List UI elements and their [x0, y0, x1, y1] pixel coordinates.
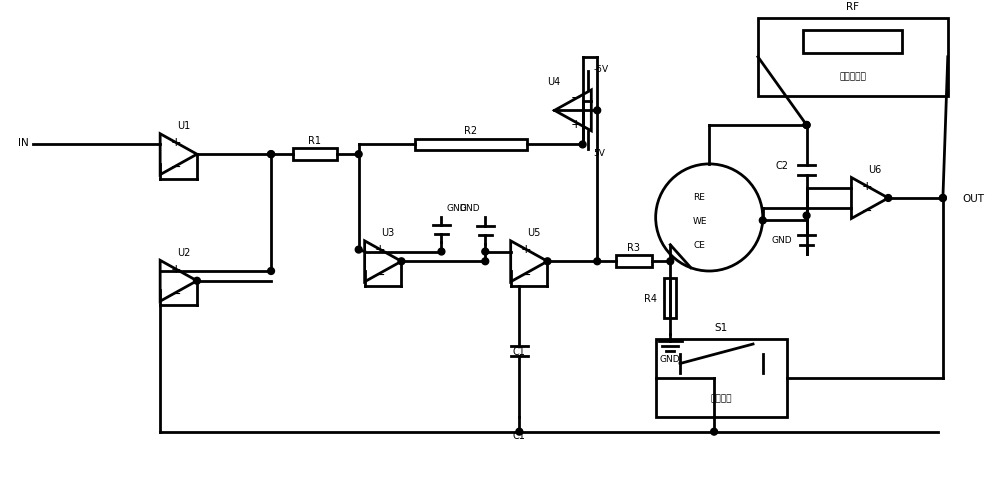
Circle shape — [355, 246, 362, 253]
Bar — [758, 19, 948, 97]
Text: IN: IN — [18, 138, 29, 148]
Text: −: − — [170, 287, 181, 300]
Text: +: + — [571, 117, 581, 130]
Circle shape — [438, 248, 445, 255]
Text: C1: C1 — [513, 346, 526, 357]
Circle shape — [803, 213, 810, 220]
Circle shape — [268, 151, 274, 158]
Circle shape — [803, 122, 810, 129]
Text: U6: U6 — [868, 164, 881, 174]
Text: −: − — [862, 205, 872, 218]
Text: −: − — [571, 92, 581, 105]
Circle shape — [355, 151, 362, 158]
Circle shape — [482, 248, 489, 255]
Text: C2: C2 — [776, 161, 789, 171]
Text: −: − — [521, 268, 531, 281]
Text: 数字电位计: 数字电位计 — [839, 73, 866, 81]
Text: +: + — [862, 180, 872, 192]
Text: GND: GND — [772, 236, 793, 245]
Text: GND: GND — [460, 204, 480, 213]
Circle shape — [194, 278, 200, 285]
Bar — [415, 139, 527, 151]
Text: R1: R1 — [308, 135, 321, 145]
Circle shape — [482, 258, 489, 265]
Bar — [803, 30, 902, 54]
Circle shape — [398, 258, 405, 265]
Text: WE: WE — [692, 217, 707, 225]
Text: GND: GND — [660, 354, 681, 364]
Circle shape — [594, 108, 601, 115]
Text: U1: U1 — [177, 121, 190, 131]
Circle shape — [803, 122, 810, 129]
Text: R4: R4 — [644, 293, 657, 303]
Circle shape — [579, 142, 586, 148]
Text: U5: U5 — [527, 227, 541, 238]
Text: R2: R2 — [464, 125, 477, 136]
Text: 5V: 5V — [593, 148, 605, 158]
Text: +: + — [375, 243, 385, 256]
Text: U4: U4 — [547, 77, 560, 87]
Circle shape — [594, 258, 601, 265]
Text: OUT: OUT — [962, 194, 984, 203]
Text: −: − — [170, 161, 181, 174]
Text: CE: CE — [694, 241, 705, 250]
Text: R3: R3 — [627, 242, 640, 252]
Circle shape — [711, 428, 717, 435]
Circle shape — [268, 268, 274, 275]
Circle shape — [516, 428, 523, 435]
Text: C1: C1 — [513, 430, 526, 440]
Text: -5V: -5V — [593, 65, 608, 74]
Text: −: − — [375, 268, 385, 281]
Text: RE: RE — [694, 192, 705, 201]
Text: +: + — [170, 262, 181, 275]
Text: U2: U2 — [177, 247, 190, 257]
Circle shape — [885, 195, 892, 202]
Text: U3: U3 — [381, 227, 395, 238]
Text: +: + — [521, 243, 531, 256]
Bar — [656, 340, 787, 417]
Text: 模拟开关: 模拟开关 — [711, 393, 732, 402]
Circle shape — [759, 218, 766, 224]
Circle shape — [544, 258, 551, 265]
Text: +: + — [170, 136, 181, 149]
Text: RF: RF — [846, 2, 859, 12]
Text: GND: GND — [446, 204, 467, 213]
Bar — [664, 278, 676, 318]
Text: S1: S1 — [715, 323, 728, 333]
Circle shape — [268, 151, 274, 158]
Circle shape — [939, 195, 946, 202]
Bar — [293, 149, 337, 161]
Circle shape — [667, 258, 674, 265]
Bar — [616, 256, 652, 267]
Circle shape — [939, 195, 946, 202]
